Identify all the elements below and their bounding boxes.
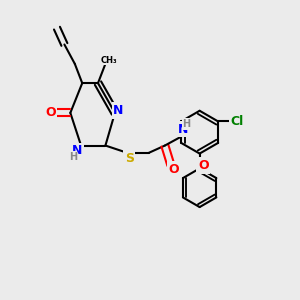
- Text: CH₃: CH₃: [101, 56, 117, 65]
- Text: O: O: [198, 159, 208, 172]
- Text: S: S: [125, 152, 134, 165]
- Text: N: N: [113, 104, 124, 117]
- Text: H: H: [182, 119, 190, 129]
- Text: N: N: [72, 144, 83, 158]
- Text: O: O: [45, 106, 56, 119]
- Text: N: N: [178, 123, 188, 136]
- Text: O: O: [169, 163, 179, 176]
- Text: H: H: [69, 152, 77, 162]
- Text: Cl: Cl: [230, 115, 244, 128]
